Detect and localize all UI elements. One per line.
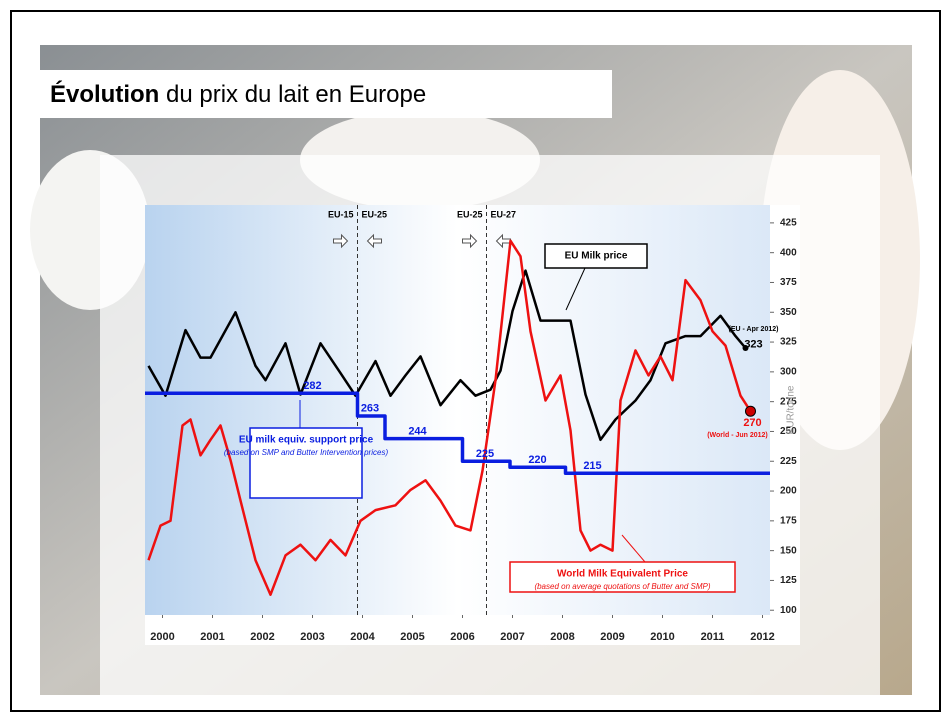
series-line xyxy=(147,269,747,442)
end-point xyxy=(742,345,749,352)
period-right: EU-25 xyxy=(362,209,388,219)
legend-label: EU Milk price xyxy=(565,251,628,262)
title-rest: du prix du lait en Europe xyxy=(166,81,426,108)
legend-box xyxy=(509,561,736,593)
x-tick-label: 2005 xyxy=(400,631,424,643)
series-line xyxy=(147,239,752,596)
legend-box xyxy=(544,243,648,269)
y-tick-label: 400 xyxy=(780,247,797,258)
y-tick-label: 125 xyxy=(780,575,797,586)
y-axis-label: EUR/tonne xyxy=(786,385,797,434)
y-tick-label: 350 xyxy=(780,307,797,318)
legend-note: (based on average quotations of Butter a… xyxy=(534,582,710,591)
legend-note: (based on SMP and Butter Intervention pr… xyxy=(224,448,389,457)
annotation: 282 xyxy=(303,380,321,392)
y-tick-label: 425 xyxy=(780,218,797,229)
x-tick-label: 2012 xyxy=(750,631,774,643)
y-tick-label: 275 xyxy=(780,396,797,407)
annotation: 270 xyxy=(743,417,761,429)
x-tick-label: 2002 xyxy=(250,631,274,643)
x-tick-label: 2003 xyxy=(300,631,324,643)
title-bold: Évolution xyxy=(50,80,159,108)
legend-box xyxy=(249,427,363,499)
arrow-icon xyxy=(333,233,349,249)
y-tick-label: 175 xyxy=(780,515,797,526)
legend-label: EU milk equiv. support price xyxy=(239,435,374,446)
x-tick-label: 2007 xyxy=(500,631,524,643)
title-box xyxy=(40,70,612,118)
annotation: 323 xyxy=(744,338,762,350)
annotation: 225 xyxy=(476,448,494,460)
y-tick-label: 300 xyxy=(780,367,797,378)
x-tick-label: 2000 xyxy=(150,631,174,643)
y-tick-label: 225 xyxy=(780,456,797,467)
x-tick-label: 2009 xyxy=(600,631,624,643)
x-tick-label: 2006 xyxy=(450,631,474,643)
y-tick-label: 325 xyxy=(780,337,797,348)
leader xyxy=(621,534,646,563)
arrow-icon xyxy=(366,233,382,249)
legend-label: World Milk Equivalent Price xyxy=(557,569,688,580)
x-tick-label: 2008 xyxy=(550,631,574,643)
period-left: EU-25 xyxy=(457,209,483,219)
y-tick-label: 150 xyxy=(780,545,797,556)
slide-title: Évolution du prix du lait en Europe xyxy=(50,80,426,108)
period-left: EU-15 xyxy=(328,209,354,219)
leader xyxy=(565,267,586,311)
end-point xyxy=(745,405,756,417)
annotation: 220 xyxy=(528,454,546,466)
annotation: 244 xyxy=(408,425,427,437)
x-tick-label: 2004 xyxy=(350,631,375,643)
annotation: (World - Jun 2012) xyxy=(707,432,768,439)
plot-area xyxy=(145,205,770,615)
y-tick-label: 200 xyxy=(780,486,797,497)
y-tick-label: 375 xyxy=(780,277,797,288)
x-tick-label: 2010 xyxy=(650,631,674,643)
x-tick-label: 2001 xyxy=(200,631,224,643)
plot: 100 125 150 175 200 225 250 275 300 325 350 375 400 4… xyxy=(145,205,797,643)
series-line xyxy=(145,391,770,475)
annotation: 215 xyxy=(583,460,601,472)
annotation: 263 xyxy=(361,403,379,415)
y-tick-label: 250 xyxy=(780,426,797,437)
period-right: EU-27 xyxy=(491,209,517,219)
annotation: (EU - Apr 2012) xyxy=(729,326,779,333)
x-tick-label: 2011 xyxy=(701,631,725,643)
arrow-icon xyxy=(462,233,478,249)
y-tick-label: 100 xyxy=(780,605,797,616)
